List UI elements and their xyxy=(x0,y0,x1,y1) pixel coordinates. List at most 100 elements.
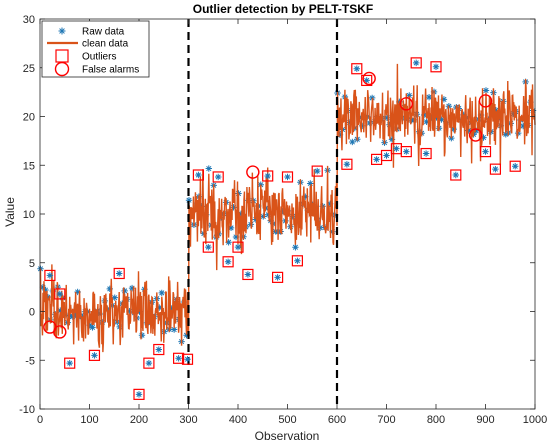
raw-data-point xyxy=(440,96,448,103)
raw-data-point xyxy=(74,288,81,296)
outlier-raw-point xyxy=(91,352,98,359)
false-alarm-marker xyxy=(246,165,260,179)
outlier-marker xyxy=(509,160,521,172)
x-tick-label: 1000 xyxy=(523,414,547,426)
x-tick-label: 500 xyxy=(278,414,296,426)
outlier-marker xyxy=(341,158,353,170)
outlier-raw-point xyxy=(224,258,232,265)
outlier-raw-point xyxy=(46,272,54,279)
raw-data-point xyxy=(89,324,96,331)
outlier-marker xyxy=(88,349,101,361)
outlier-marker xyxy=(133,388,145,400)
raw-data-point xyxy=(480,134,487,141)
x-tick-label: 400 xyxy=(229,414,247,426)
outlier-marker xyxy=(222,256,234,268)
outlier-raw-point xyxy=(205,243,212,251)
raw-data-point xyxy=(225,239,232,246)
x-axis-label: Observation xyxy=(255,429,320,443)
raw-data-point xyxy=(185,197,193,204)
x-tick-label: 200 xyxy=(130,414,148,426)
legend-label: Raw data xyxy=(82,27,125,38)
raw-data-point xyxy=(66,312,74,320)
raw-data-point xyxy=(237,210,245,218)
outlier-raw-point xyxy=(215,173,222,181)
x-tick-label: 800 xyxy=(427,414,445,426)
outlier-raw-point xyxy=(195,171,202,179)
outlier-marker xyxy=(181,353,194,365)
clean-data-line xyxy=(39,63,536,353)
outlier-marker xyxy=(410,57,422,69)
chart-title: Outlier detection by PELT-TSKF xyxy=(193,2,373,16)
raw-data-point xyxy=(57,307,64,314)
raw-data-point xyxy=(39,284,47,291)
outlier-raw-point xyxy=(403,148,410,155)
raw-data-point xyxy=(128,284,136,292)
y-tick-label: 0 xyxy=(29,307,35,319)
x-tick-label: 700 xyxy=(377,414,395,426)
outlier-marker xyxy=(192,169,204,181)
raw-data-point xyxy=(183,332,190,339)
outlier-marker xyxy=(262,170,274,182)
y-tick-label: 25 xyxy=(23,63,35,75)
raw-data-point xyxy=(383,114,391,121)
raw-data-point xyxy=(510,110,517,117)
false-alarms-series xyxy=(43,71,493,339)
outlier-raw-point xyxy=(294,257,301,264)
y-tick-label: 15 xyxy=(23,160,35,172)
raw-data-point xyxy=(438,116,445,123)
outlier-marker xyxy=(479,146,492,158)
raw-data-point xyxy=(227,224,235,232)
raw-data-point xyxy=(482,87,490,94)
y-tick-label: -10 xyxy=(19,404,35,416)
raw-data-point xyxy=(106,285,113,293)
outlier-raw-point xyxy=(135,391,143,398)
raw-data-point xyxy=(406,92,413,99)
outliers-series xyxy=(44,57,521,400)
false-alarm-marker xyxy=(53,325,67,339)
y-tick-label: 5 xyxy=(29,258,35,270)
outlier-raw-point xyxy=(56,290,63,298)
raw-data-point xyxy=(44,293,52,301)
outlier-marker xyxy=(420,147,432,160)
raw-data-point xyxy=(170,326,178,333)
plot-area: 0 100 200 300 400 500 600 700 800 900 1000 -10 -5 0 5 1… xyxy=(19,14,547,426)
legend-label: False alarms xyxy=(82,65,139,76)
y-tick-label: -5 xyxy=(25,355,35,367)
raw-data-point xyxy=(302,193,309,200)
outlier-raw-point xyxy=(244,271,252,278)
raw-data-point xyxy=(71,311,79,318)
outlier-raw-point xyxy=(116,270,123,277)
outlier-raw-point xyxy=(383,152,390,159)
outlier-marker xyxy=(400,146,412,158)
outlier-marker xyxy=(242,268,254,281)
outlier-raw-point xyxy=(482,148,489,155)
raw-data-point xyxy=(349,138,356,146)
outlier-raw-point xyxy=(155,346,162,353)
outlier-marker xyxy=(202,241,214,253)
outlier-raw-point xyxy=(512,163,519,170)
raw-data-point xyxy=(42,286,49,294)
outlier-raw-point xyxy=(363,77,370,84)
outlier-marker xyxy=(54,288,66,300)
raw-data-point xyxy=(428,114,435,121)
outlier-marker xyxy=(44,269,56,282)
x-tick-label: 100 xyxy=(80,414,98,426)
raw-data-point xyxy=(420,111,428,119)
outlier-raw-point xyxy=(343,161,351,168)
raw-data-point xyxy=(465,127,472,134)
x-tick-label: 300 xyxy=(179,414,197,426)
outlier-marker xyxy=(173,352,185,364)
false-alarm-marker xyxy=(478,94,493,108)
raw-data-point xyxy=(86,322,94,329)
outlier-marker xyxy=(489,163,501,175)
y-tick-label: 10 xyxy=(23,209,35,221)
x-tick-label: 600 xyxy=(328,414,346,426)
raw-data-point xyxy=(260,213,267,220)
legend-label: Outliers xyxy=(82,52,116,63)
x-tick-label: 900 xyxy=(476,414,494,426)
outlier-marker xyxy=(64,357,76,369)
outlier-raw-point xyxy=(145,359,153,367)
raw-data-point xyxy=(158,289,165,297)
